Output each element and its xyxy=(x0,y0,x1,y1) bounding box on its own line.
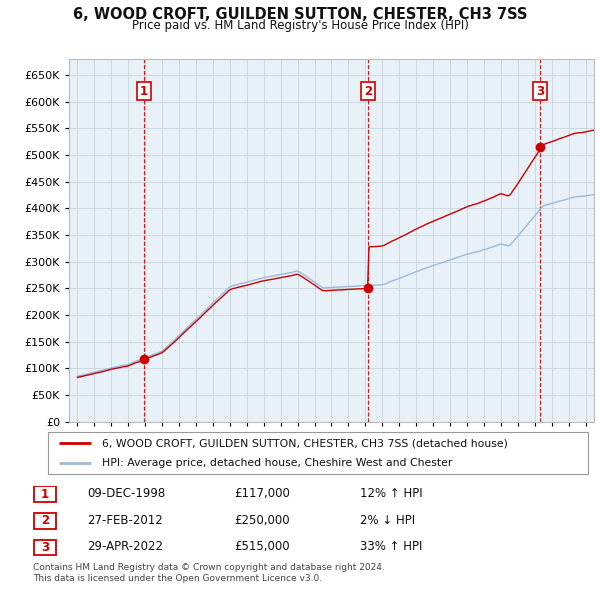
Text: Price paid vs. HM Land Registry's House Price Index (HPI): Price paid vs. HM Land Registry's House … xyxy=(131,19,469,32)
FancyBboxPatch shape xyxy=(34,513,56,529)
Text: 2% ↓ HPI: 2% ↓ HPI xyxy=(360,514,415,527)
Text: 2: 2 xyxy=(364,84,372,97)
Text: 6, WOOD CROFT, GUILDEN SUTTON, CHESTER, CH3 7SS (detached house): 6, WOOD CROFT, GUILDEN SUTTON, CHESTER, … xyxy=(102,438,508,448)
Text: This data is licensed under the Open Government Licence v3.0.: This data is licensed under the Open Gov… xyxy=(33,574,322,583)
Text: 3: 3 xyxy=(536,84,544,97)
Text: 09-DEC-1998: 09-DEC-1998 xyxy=(87,487,165,500)
Text: 1: 1 xyxy=(41,488,49,501)
Text: £515,000: £515,000 xyxy=(234,540,290,553)
Text: 29-APR-2022: 29-APR-2022 xyxy=(87,540,163,553)
FancyBboxPatch shape xyxy=(48,432,588,474)
FancyBboxPatch shape xyxy=(34,486,56,502)
FancyBboxPatch shape xyxy=(34,539,56,556)
Text: 3: 3 xyxy=(41,541,49,554)
Text: 1: 1 xyxy=(140,84,148,97)
Text: £250,000: £250,000 xyxy=(234,514,290,527)
Text: 33% ↑ HPI: 33% ↑ HPI xyxy=(360,540,422,553)
Text: 2: 2 xyxy=(41,514,49,527)
Text: 12% ↑ HPI: 12% ↑ HPI xyxy=(360,487,422,500)
Text: 27-FEB-2012: 27-FEB-2012 xyxy=(87,514,163,527)
Text: 6, WOOD CROFT, GUILDEN SUTTON, CHESTER, CH3 7SS: 6, WOOD CROFT, GUILDEN SUTTON, CHESTER, … xyxy=(73,7,527,22)
Text: £117,000: £117,000 xyxy=(234,487,290,500)
Text: Contains HM Land Registry data © Crown copyright and database right 2024.: Contains HM Land Registry data © Crown c… xyxy=(33,563,385,572)
Text: HPI: Average price, detached house, Cheshire West and Chester: HPI: Average price, detached house, Ches… xyxy=(102,458,452,468)
